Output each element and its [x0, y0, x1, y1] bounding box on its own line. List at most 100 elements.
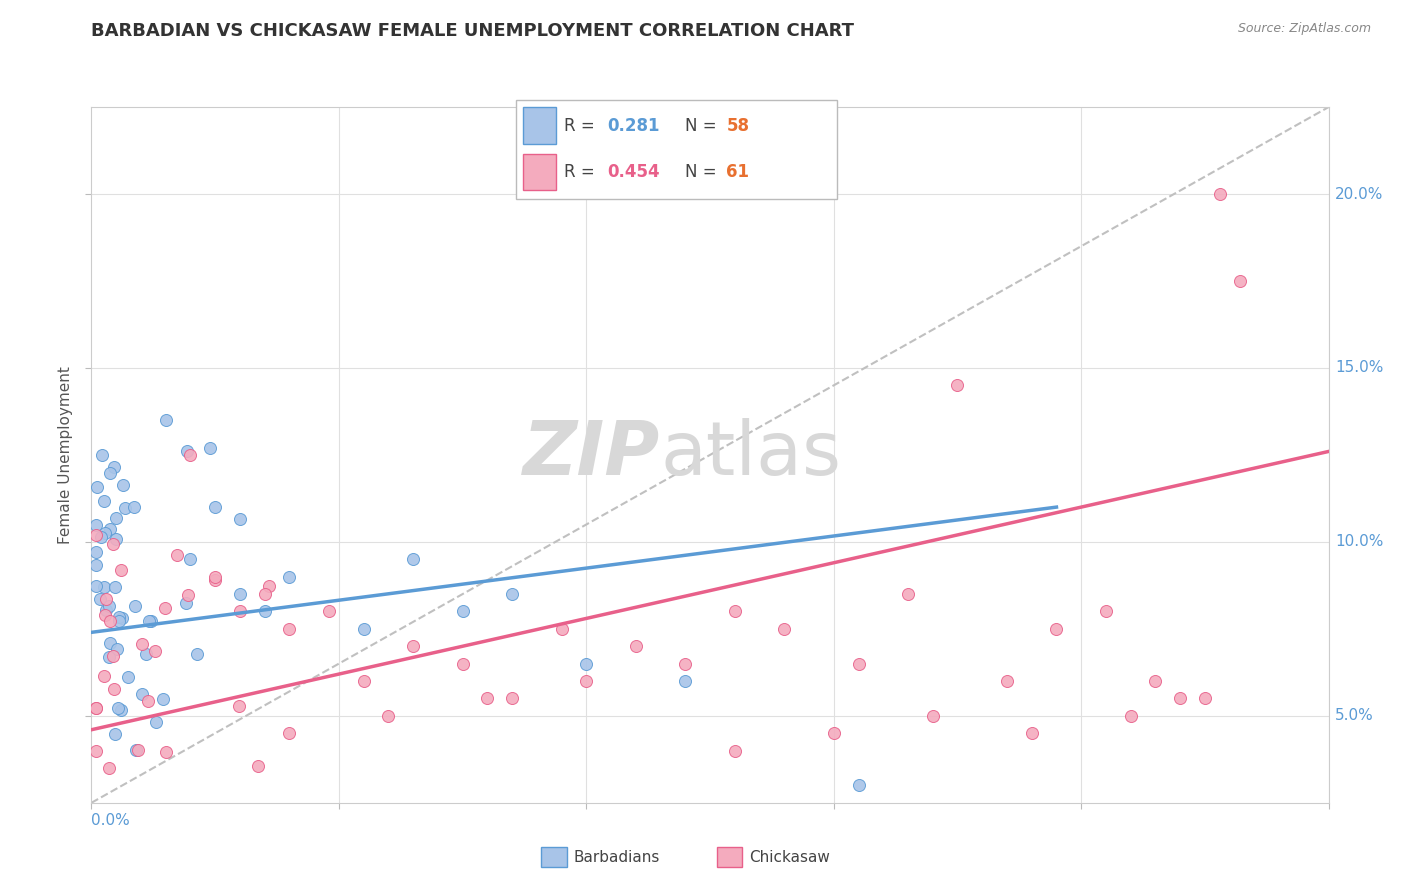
Point: [103, 459, 125, 474]
Text: ZIP: ZIP: [523, 418, 661, 491]
Point: [93, 668, 115, 682]
Point: [673, 657, 696, 671]
Text: Source: ZipAtlas.com: Source: ZipAtlas.com: [1237, 22, 1371, 36]
Point: [773, 622, 796, 636]
Point: [823, 726, 845, 740]
Point: [155, 413, 177, 427]
Point: [897, 587, 920, 601]
Point: [353, 674, 375, 689]
Text: 20.0%: 20.0%: [1334, 186, 1384, 202]
Y-axis label: Female Unemployment: Female Unemployment: [58, 366, 73, 544]
Point: [501, 587, 523, 601]
Point: [179, 552, 201, 566]
Point: [98, 466, 121, 480]
Point: [136, 693, 159, 707]
Point: [402, 552, 425, 566]
Point: [86, 579, 108, 593]
Point: [278, 726, 301, 740]
Text: R =: R =: [564, 117, 600, 135]
Point: [1095, 605, 1118, 619]
Point: [550, 622, 572, 636]
Text: 10.0%: 10.0%: [1334, 534, 1384, 549]
Point: [103, 681, 125, 696]
Point: [86, 701, 108, 715]
Point: [110, 563, 132, 577]
Point: [103, 649, 125, 664]
Point: [94, 591, 117, 606]
Point: [86, 545, 108, 559]
Point: [110, 702, 132, 716]
Point: [451, 605, 474, 619]
Point: [131, 687, 153, 701]
Point: [451, 657, 474, 671]
Point: [117, 670, 139, 684]
Text: 0.454: 0.454: [607, 163, 659, 181]
Point: [135, 647, 157, 661]
Point: [86, 528, 108, 542]
Point: [176, 596, 198, 610]
Point: [93, 580, 115, 594]
Point: [127, 742, 149, 756]
Point: [1045, 622, 1067, 636]
Point: [1144, 674, 1167, 689]
Point: [111, 478, 134, 492]
Point: [104, 727, 127, 741]
Text: atlas: atlas: [661, 418, 842, 491]
Point: [229, 587, 252, 601]
Point: [93, 494, 115, 508]
Point: [145, 714, 167, 729]
Point: [100, 614, 122, 628]
Text: 61: 61: [727, 163, 749, 181]
Point: [1209, 186, 1232, 201]
Point: [90, 530, 112, 544]
Text: N =: N =: [685, 163, 721, 181]
Point: [94, 525, 117, 540]
Point: [179, 448, 201, 462]
Point: [166, 548, 188, 562]
Point: [143, 644, 166, 658]
Point: [108, 610, 131, 624]
Point: [253, 587, 276, 601]
Point: [198, 442, 221, 456]
Point: [204, 500, 226, 514]
Point: [176, 444, 198, 458]
Point: [108, 614, 131, 628]
Point: [89, 591, 111, 606]
Point: [141, 615, 163, 629]
Point: [155, 601, 177, 615]
Point: [186, 647, 208, 661]
Text: N =: N =: [685, 117, 721, 135]
Text: 15.0%: 15.0%: [1334, 360, 1384, 376]
Point: [98, 649, 121, 664]
Point: [624, 639, 647, 653]
Text: R =: R =: [564, 163, 600, 181]
Point: [848, 657, 870, 671]
Point: [124, 599, 146, 613]
Point: [673, 674, 696, 689]
Point: [111, 611, 134, 625]
Point: [1119, 708, 1142, 723]
Point: [86, 558, 108, 572]
Text: 58: 58: [727, 117, 749, 135]
Point: [105, 511, 128, 525]
Point: [946, 378, 969, 392]
Point: [96, 603, 118, 617]
Point: [1168, 691, 1191, 706]
Text: 0.0%: 0.0%: [91, 814, 131, 829]
Point: [152, 691, 174, 706]
Point: [104, 533, 127, 547]
Point: [125, 743, 148, 757]
Point: [278, 622, 301, 636]
Point: [228, 699, 250, 714]
Point: [204, 570, 226, 584]
Point: [104, 580, 127, 594]
Point: [90, 448, 112, 462]
Point: [122, 500, 145, 514]
Point: [229, 605, 252, 619]
Point: [921, 708, 943, 723]
Point: [377, 708, 399, 723]
Text: Barbadians: Barbadians: [574, 850, 659, 864]
Bar: [523, 153, 557, 190]
Bar: [523, 107, 557, 145]
Point: [1229, 274, 1251, 288]
